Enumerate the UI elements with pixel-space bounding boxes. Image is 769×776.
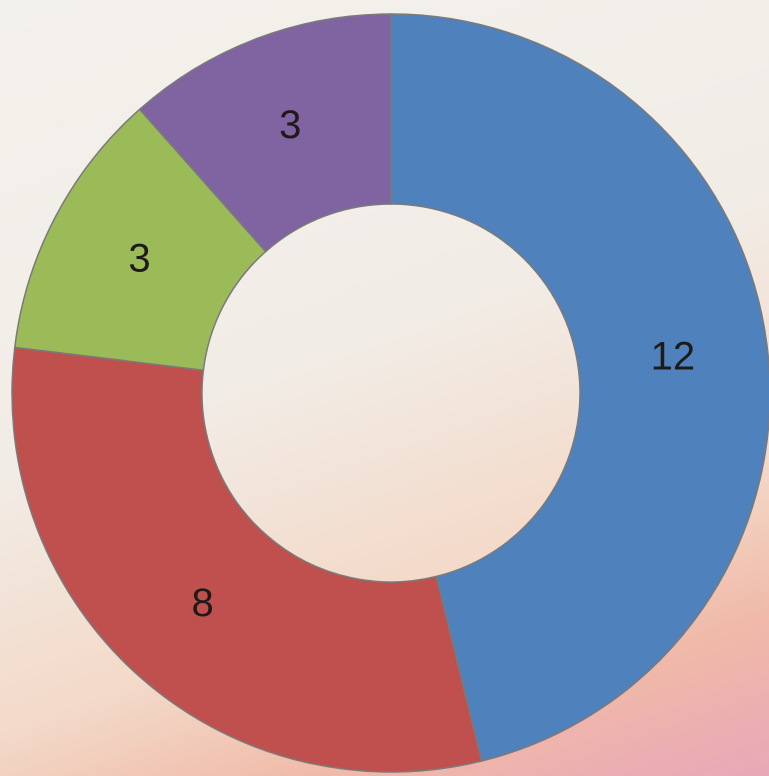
data-label: 8 (192, 581, 214, 625)
data-label: 12 (651, 334, 696, 378)
data-label: 3 (279, 103, 301, 147)
donut-slice (13, 108, 267, 372)
donut-slice (11, 346, 483, 773)
data-label: 3 (128, 237, 150, 281)
donut-slice (390, 13, 769, 762)
donut-slice (138, 13, 392, 253)
